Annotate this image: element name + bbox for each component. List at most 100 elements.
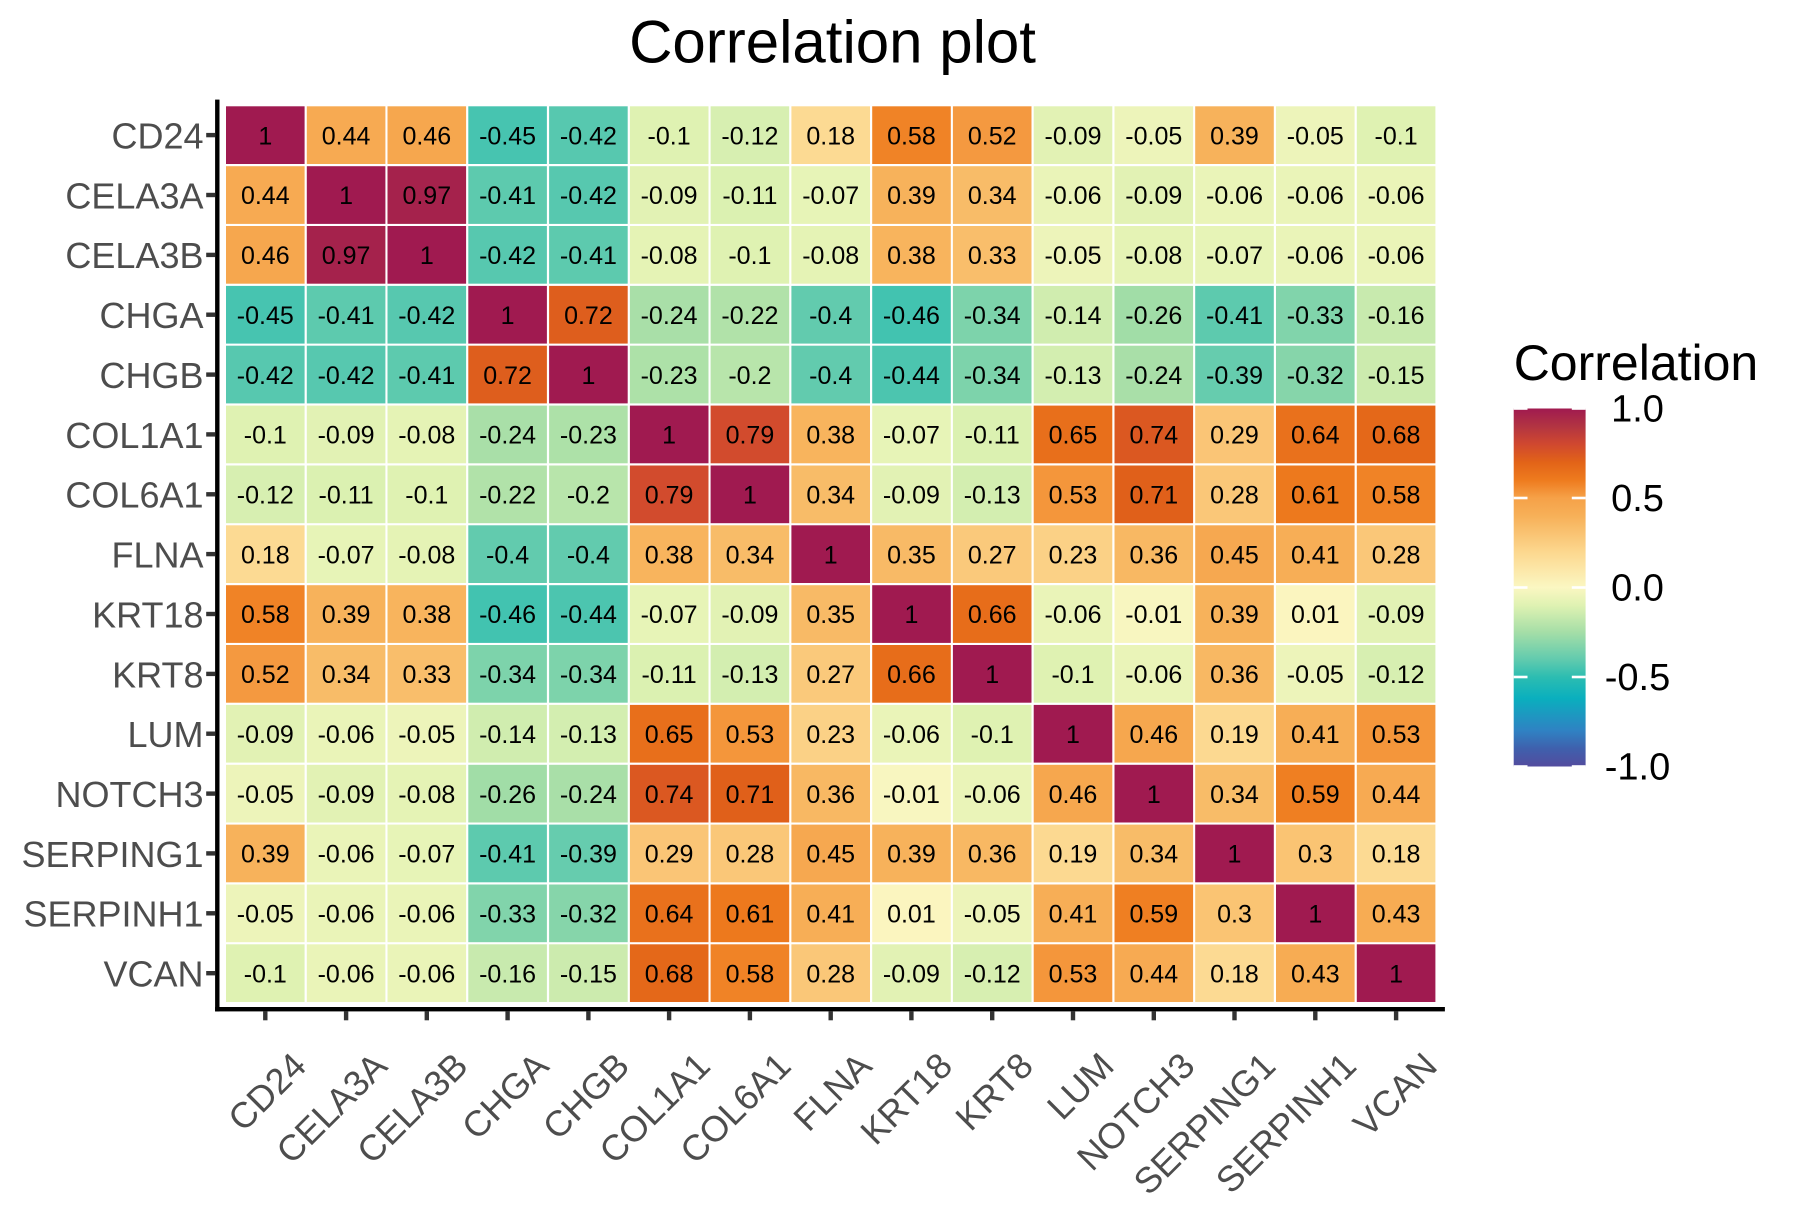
svg-text:-0.07: -0.07 [802,182,859,210]
svg-text:0.53: 0.53 [1372,721,1421,749]
svg-text:-0.32: -0.32 [1287,362,1344,390]
svg-text:0.01: 0.01 [887,901,936,929]
svg-text:-0.08: -0.08 [398,541,455,569]
svg-text:0.36: 0.36 [1210,661,1259,689]
svg-text:0.68: 0.68 [645,960,694,988]
svg-text:1: 1 [743,482,757,510]
svg-text:0.46: 0.46 [1129,721,1178,749]
svg-text:0.19: 0.19 [1049,841,1098,869]
svg-text:-0.45: -0.45 [237,302,294,330]
svg-text:0.68: 0.68 [1372,422,1421,450]
svg-text:0.27: 0.27 [968,541,1017,569]
svg-text:CHGA: CHGA [99,295,203,336]
svg-text:-0.44: -0.44 [560,601,617,629]
svg-text:-1.0: -1.0 [1605,747,1670,789]
svg-text:0.29: 0.29 [1210,422,1259,450]
svg-text:-0.42: -0.42 [560,182,617,210]
svg-text:0.44: 0.44 [241,182,290,210]
svg-text:1: 1 [824,541,838,569]
svg-text:-0.06: -0.06 [398,901,455,929]
svg-text:0.39: 0.39 [241,841,290,869]
svg-text:-0.13: -0.13 [721,661,778,689]
svg-text:0.19: 0.19 [1210,721,1259,749]
svg-text:-0.12: -0.12 [1368,661,1425,689]
svg-text:-0.22: -0.22 [721,302,778,330]
svg-text:0.97: 0.97 [402,182,451,210]
svg-text:0.64: 0.64 [1291,422,1340,450]
svg-text:-0.4: -0.4 [809,302,852,330]
svg-text:VCAN: VCAN [103,954,203,995]
svg-text:0.72: 0.72 [483,362,532,390]
svg-text:-0.09: -0.09 [318,781,375,809]
svg-text:-0.1: -0.1 [244,422,287,450]
svg-text:0.46: 0.46 [241,242,290,270]
svg-text:0.79: 0.79 [726,422,775,450]
svg-text:0.53: 0.53 [1049,960,1098,988]
svg-text:-0.06: -0.06 [318,721,375,749]
svg-text:0.58: 0.58 [726,960,775,988]
svg-text:0.52: 0.52 [241,661,290,689]
svg-text:-0.11: -0.11 [642,661,697,689]
svg-text:COL6A1: COL6A1 [65,475,203,516]
svg-text:-0.06: -0.06 [883,721,940,749]
svg-text:CD24: CD24 [111,116,203,157]
svg-text:0.3: 0.3 [1298,841,1333,869]
svg-text:0.66: 0.66 [887,661,936,689]
svg-text:CELA3A: CELA3A [65,175,203,216]
svg-text:-0.42: -0.42 [318,362,375,390]
svg-text:1: 1 [258,122,272,150]
svg-text:0.65: 0.65 [1049,422,1098,450]
svg-text:-0.06: -0.06 [1045,182,1102,210]
svg-text:-0.41: -0.41 [1206,302,1263,330]
svg-text:-0.09: -0.09 [641,182,698,210]
svg-text:-0.05: -0.05 [1045,242,1102,270]
svg-text:-0.06: -0.06 [1287,242,1344,270]
svg-text:0.01: 0.01 [1291,601,1340,629]
svg-text:-0.33: -0.33 [479,901,536,929]
svg-text:0.39: 0.39 [1210,601,1259,629]
svg-text:0.39: 0.39 [322,601,371,629]
svg-text:-0.26: -0.26 [479,781,536,809]
svg-text:0.38: 0.38 [887,242,936,270]
svg-text:-0.34: -0.34 [964,302,1021,330]
svg-text:-0.1: -0.1 [728,242,771,270]
svg-text:0.3: 0.3 [1217,901,1252,929]
svg-text:0.38: 0.38 [806,422,855,450]
svg-text:-0.16: -0.16 [1368,302,1425,330]
svg-text:-0.2: -0.2 [728,362,771,390]
svg-text:0.97: 0.97 [322,242,371,270]
svg-text:-0.42: -0.42 [398,302,455,330]
svg-text:0.74: 0.74 [645,781,694,809]
svg-text:0.39: 0.39 [1210,122,1259,150]
svg-text:0.5: 0.5 [1611,478,1664,520]
svg-text:0.34: 0.34 [968,182,1017,210]
svg-text:1: 1 [1066,721,1080,749]
svg-text:0.43: 0.43 [1291,960,1340,988]
svg-text:-0.16: -0.16 [479,960,536,988]
svg-text:-0.24: -0.24 [641,302,698,330]
svg-text:-0.45: -0.45 [479,122,536,150]
svg-text:-0.07: -0.07 [318,541,375,569]
svg-text:1: 1 [501,302,515,330]
svg-text:-0.07: -0.07 [1206,242,1263,270]
svg-text:-0.44: -0.44 [883,362,940,390]
svg-text:-0.41: -0.41 [398,362,455,390]
svg-text:-0.32: -0.32 [560,901,617,929]
svg-text:0.28: 0.28 [726,841,775,869]
svg-text:1: 1 [1308,901,1322,929]
svg-text:-0.06: -0.06 [318,841,375,869]
svg-text:0.34: 0.34 [1210,781,1259,809]
svg-text:-0.24: -0.24 [560,781,617,809]
svg-text:0.18: 0.18 [806,122,855,150]
svg-text:-0.4: -0.4 [567,541,610,569]
svg-text:0.53: 0.53 [726,721,775,749]
svg-text:-0.14: -0.14 [1045,302,1102,330]
svg-text:-0.09: -0.09 [1045,122,1102,150]
svg-text:-0.09: -0.09 [883,960,940,988]
svg-text:1: 1 [662,422,676,450]
svg-text:-0.23: -0.23 [641,362,698,390]
svg-text:0.66: 0.66 [968,601,1017,629]
svg-text:-0.12: -0.12 [237,482,294,510]
svg-text:SERPING1: SERPING1 [21,834,203,875]
svg-text:-0.01: -0.01 [1125,601,1182,629]
